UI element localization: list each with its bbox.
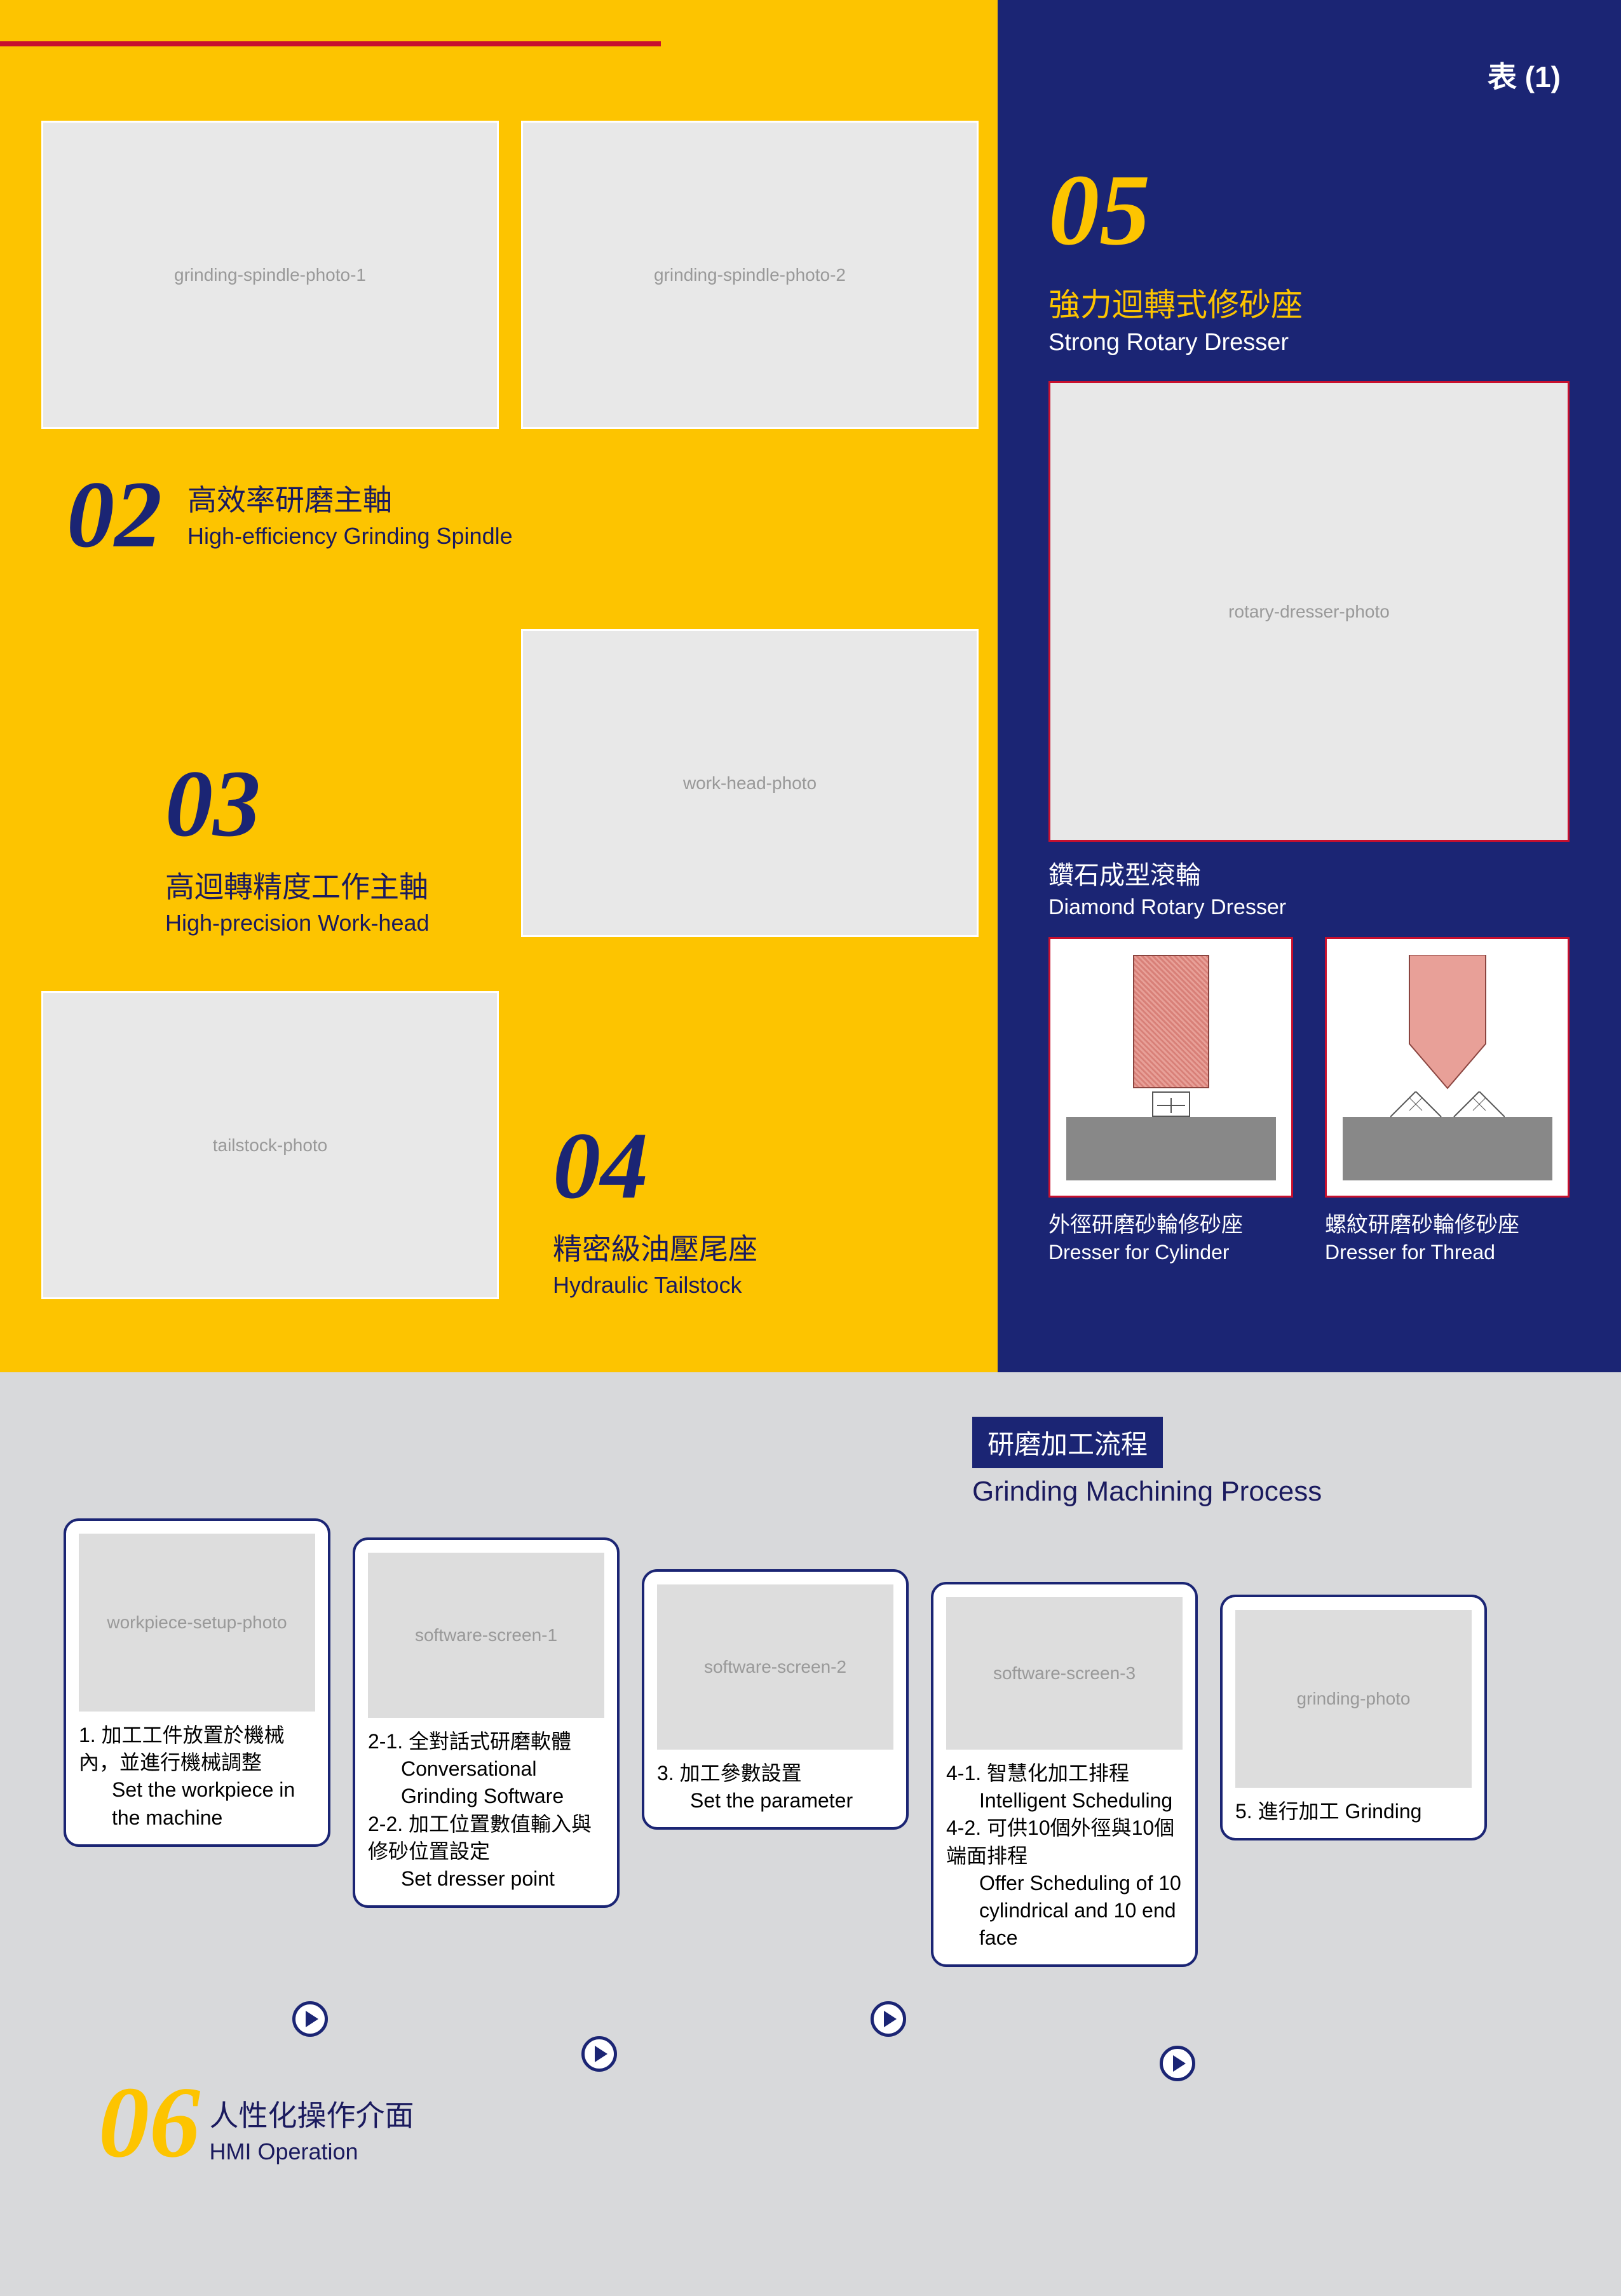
step-5-text: 5. 進行加工 Grinding	[1235, 1798, 1472, 1825]
feature-05-number: 05	[1048, 159, 1303, 260]
feature-02-title-cn: 高效率研磨主軸	[187, 477, 513, 519]
arrow-icon	[581, 2036, 617, 2072]
step-1-image: workpiece-setup-photo	[79, 1534, 315, 1712]
step-3-image: software-screen-2	[657, 1584, 893, 1750]
process-step-4: software-screen-3 4-1. 智慧化加工排程 Intellige…	[931, 1582, 1198, 1967]
arrow-icon	[292, 2001, 328, 2037]
feature-05-title-en: Strong Rotary Dresser	[1048, 329, 1303, 356]
process-step-5: grinding-photo 5. 進行加工 Grinding	[1220, 1595, 1487, 1840]
feature-02: 02 高效率研磨主軸 High-efficiency Grinding Spin…	[67, 467, 513, 562]
feature-04-number: 04	[553, 1118, 757, 1213]
rotary-dresser-photo: rotary-dresser-photo	[1048, 381, 1570, 842]
feature-05-subtitle: 鑽石成型滾輪 Diamond Rotary Dresser	[1048, 854, 1286, 920]
feature-05-sub-cn: 鑽石成型滾輪	[1048, 854, 1286, 891]
dresser-thread-diagram	[1325, 937, 1570, 1198]
feature-04-title-cn: 精密級油壓尾座	[553, 1226, 757, 1268]
feature-06-title-en: HMI Operation	[209, 2138, 414, 2165]
feature-02-title-en: High-efficiency Grinding Spindle	[187, 523, 513, 550]
step-3-text: 3. 加工參數設置 Set the parameter	[657, 1760, 893, 1814]
feature-03-title-cn: 高迴轉精度工作主軸	[165, 864, 430, 906]
feature-06-number: 06	[98, 2071, 200, 2173]
workhead-photo: work-head-photo	[521, 629, 979, 937]
brochure-page: 表 (1) grinding-spindle-photo-1 grinding-…	[0, 0, 1621, 2296]
page-number-label: 表 (1)	[1488, 54, 1561, 96]
step-4-text: 4-1. 智慧化加工排程 Intelligent Scheduling 4-2.…	[946, 1760, 1183, 1952]
step-2-image: software-screen-1	[368, 1553, 604, 1718]
process-step-1: workpiece-setup-photo 1. 加工工件放置於機械內，並進行機…	[64, 1518, 330, 1847]
process-step-3: software-screen-2 3. 加工參數設置 Set the para…	[642, 1569, 909, 1830]
spindle-photo-2: grinding-spindle-photo-2	[521, 121, 979, 429]
step-5-image: grinding-photo	[1235, 1610, 1472, 1788]
feature-04: 04 精密級油壓尾座 Hydraulic Tailstock	[553, 1118, 757, 1299]
dresser-cylinder-diagram	[1048, 937, 1293, 1198]
dresser-thread-caption: 螺紋研磨砂輪修砂座 Dresser for Thread	[1325, 1207, 1570, 1264]
feature-03-number: 03	[165, 756, 430, 851]
feature-06-title-cn: 人性化操作介面	[209, 2093, 414, 2135]
red-diagonal-accent	[998, 2137, 1621, 2296]
process-header: 研磨加工流程 Grinding Machining Process	[972, 1417, 1322, 1508]
feature-05-sub-en: Diamond Rotary Dresser	[1048, 895, 1286, 920]
process-step-2: software-screen-1 2-1. 全對話式研磨軟體 Conversa…	[353, 1537, 620, 1908]
bottom-section: 研磨加工流程 Grinding Machining Process workpi…	[0, 1372, 1621, 2296]
feature-05-title-cn: 強力迴轉式修砂座	[1048, 280, 1303, 325]
arrow-icon	[871, 2001, 906, 2037]
step-1-text: 1. 加工工件放置於機械內，並進行機械調整 Set the workpiece …	[79, 1722, 315, 1832]
step-2-text: 2-1. 全對話式研磨軟體 Conversational Grinding So…	[368, 1728, 604, 1893]
red-accent-line	[0, 41, 661, 46]
tailstock-photo: tailstock-photo	[41, 991, 499, 1299]
spindle-photo-1: grinding-spindle-photo-1	[41, 121, 499, 429]
feature-04-title-en: Hydraulic Tailstock	[553, 1272, 757, 1299]
step-4-image: software-screen-3	[946, 1597, 1183, 1750]
dresser-cylinder-caption: 外徑研磨砂輪修砂座 Dresser for Cylinder	[1048, 1207, 1293, 1264]
feature-03-title-en: High-precision Work-head	[165, 910, 430, 936]
arrow-icon	[1160, 2046, 1195, 2081]
feature-02-number: 02	[67, 467, 162, 562]
feature-03: 03 高迴轉精度工作主軸 High-precision Work-head	[165, 756, 430, 936]
process-title-en: Grinding Machining Process	[972, 1476, 1322, 1508]
top-section: 表 (1) grinding-spindle-photo-1 grinding-…	[0, 0, 1621, 1372]
feature-05: 05 強力迴轉式修砂座 Strong Rotary Dresser	[1048, 159, 1303, 356]
process-badge: 研磨加工流程	[972, 1417, 1163, 1468]
feature-06: 06 人性化操作介面 HMI Operation	[98, 2071, 414, 2173]
